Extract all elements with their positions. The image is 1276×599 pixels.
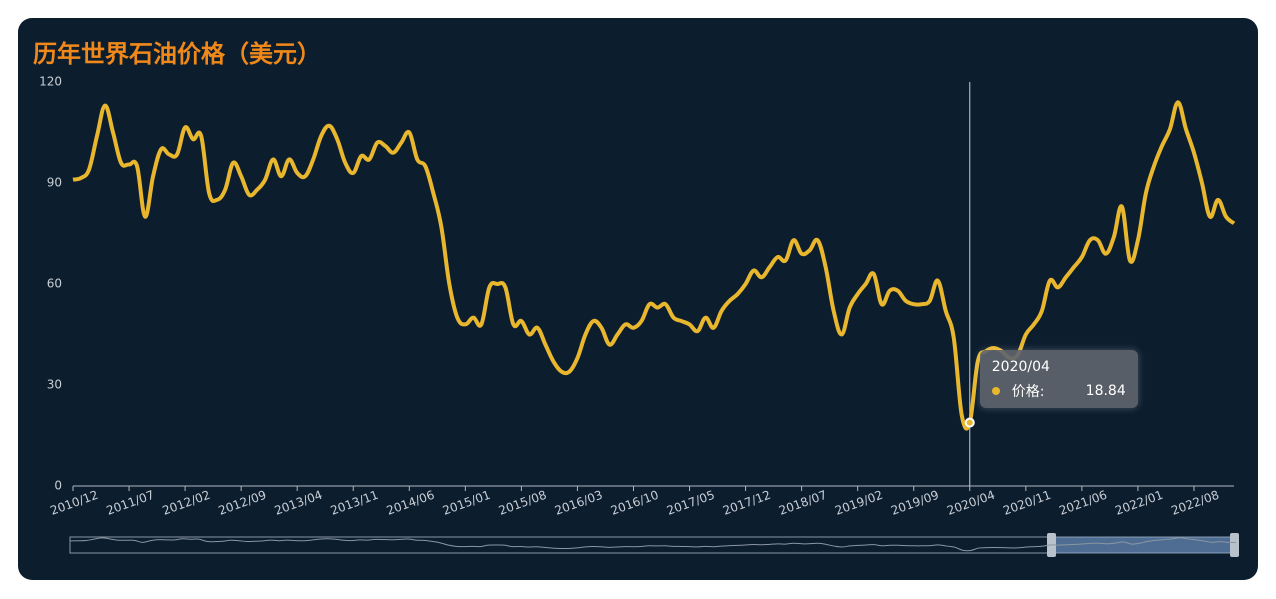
price-line [72, 100, 1236, 431]
tooltip-value: 18.84 [1085, 383, 1126, 399]
hover-point [964, 417, 975, 428]
x-tick-label: 2012/09 [217, 488, 269, 518]
x-tick-label: 2013/11 [329, 488, 381, 518]
chart-title: 历年世界石油价格（美元） [33, 40, 321, 68]
y-tick-label: 30 [47, 378, 62, 392]
x-tick-label: 2011/07 [104, 488, 156, 518]
x-tick-label: 2017/12 [721, 488, 773, 518]
zoom-window[interactable] [1052, 537, 1234, 553]
x-tick-label: 2012/02 [160, 488, 212, 518]
x-tick-label: 2016/03 [553, 488, 605, 518]
x-tick-label: 2019/02 [833, 488, 885, 518]
tooltip-series: 价格: [1011, 384, 1045, 400]
y-tick-label: 120 [39, 75, 62, 89]
x-tick-label: 2022/01 [1113, 488, 1165, 518]
x-tick-label: 2015/01 [441, 488, 493, 518]
x-tick-label: 2019/09 [889, 488, 941, 518]
x-tick-label: 2014/06 [385, 488, 437, 518]
x-tick-label: 2018/07 [777, 488, 829, 518]
zoom-preview-line [69, 537, 1237, 552]
x-tick-label: 2016/10 [609, 488, 661, 518]
y-tick-label: 0 [54, 479, 62, 493]
x-tick-label: 2015/08 [497, 488, 549, 518]
tooltip-row: 价格: 18.84 [991, 381, 1126, 401]
zoom-handle[interactable] [1230, 533, 1239, 557]
tooltip-title: 2020/04 [991, 359, 1050, 375]
tooltip: 2020/04 价格: 18.84 [979, 350, 1138, 408]
x-tick-label: 2020/04 [945, 488, 997, 518]
y-tick-label: 90 [47, 176, 62, 190]
tooltip-dot [991, 387, 1000, 395]
y-tick-label: 60 [47, 277, 62, 291]
x-tick-label: 2021/06 [1057, 488, 1109, 518]
x-tick-label: 2020/11 [1001, 488, 1053, 518]
x-tick-label: 2017/05 [665, 488, 717, 518]
x-tick-label: 2022/08 [1169, 488, 1221, 518]
x-tick-label: 2013/04 [273, 488, 325, 518]
